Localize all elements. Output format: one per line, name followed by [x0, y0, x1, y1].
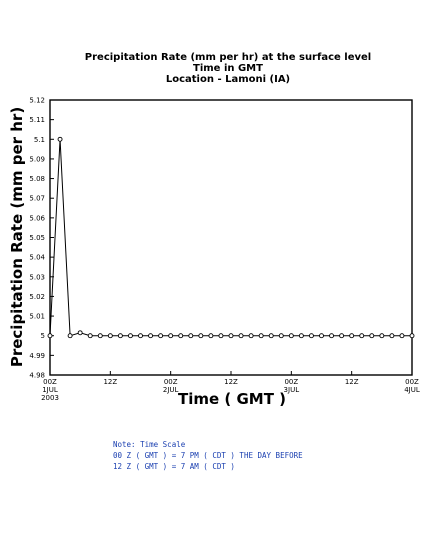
- data-point: [228, 333, 234, 339]
- data-point: [87, 333, 93, 339]
- y-tick-label: 5.07: [29, 195, 45, 203]
- x-tick-label: 00Z: [405, 378, 419, 386]
- y-tick-label: 5.04: [29, 254, 45, 262]
- data-point: [188, 333, 194, 339]
- x-tick-label: 00Z: [164, 378, 178, 386]
- x-tick-label: 12Z: [224, 378, 238, 386]
- x-tick-label: 00Z: [284, 378, 298, 386]
- note-line-2: 00 Z ( GMT ) = 7 PM ( CDT ) THE DAY BEFO…: [113, 451, 303, 460]
- data-point: [198, 333, 204, 339]
- data-point: [117, 333, 123, 339]
- data-point: [218, 333, 224, 339]
- data-point: [379, 333, 385, 339]
- x-tick-label: 12Z: [103, 378, 117, 386]
- data-point: [248, 333, 254, 339]
- x-tick-label: 00Z: [43, 378, 57, 386]
- chart-subtitle-location: Location - Lamoni (IA): [166, 74, 290, 85]
- series-line: [49, 139, 412, 337]
- data-point: [409, 333, 415, 339]
- data-point: [308, 333, 314, 339]
- x-tick-label: 12Z: [345, 378, 359, 386]
- data-point: [288, 333, 294, 339]
- data-point: [298, 333, 304, 339]
- data-point: [107, 333, 113, 339]
- data-point: [138, 333, 143, 339]
- y-tick-label: 5.06: [29, 214, 45, 222]
- data-point: [208, 333, 214, 339]
- x-tick-label: 2JUL: [163, 386, 179, 394]
- note-line-1: Note: Time Scale: [113, 440, 186, 449]
- y-tick-label: 5.09: [29, 155, 45, 163]
- y-tick-label: 5.11: [29, 116, 45, 124]
- y-tick-label: 5.03: [29, 273, 45, 281]
- x-axis-label: Time ( GMT ): [178, 390, 286, 408]
- y-tick-label: 4.99: [29, 352, 45, 360]
- y-tick-label: 5.05: [29, 234, 45, 242]
- chart-title: Precipitation Rate (mm per hr) at the su…: [85, 52, 371, 63]
- data-point: [148, 333, 154, 339]
- data-point: [349, 333, 355, 339]
- data-point: [399, 333, 405, 339]
- data-point: [319, 333, 324, 339]
- y-tick-label: 5.1: [34, 136, 45, 144]
- data-point: [278, 333, 284, 339]
- y-axis-label: Precipitation Rate (mm per hr): [8, 107, 26, 367]
- data-point: [178, 333, 184, 339]
- data-point: [158, 333, 164, 339]
- y-axis-ticks: 4.98 4.99 5 5.01 5.02 5.03 5.04 5.05 5.06 5.07 5.0…: [29, 97, 54, 380]
- data-point: [389, 333, 395, 339]
- data-point: [57, 136, 63, 142]
- y-tick-label: 4.98: [29, 372, 45, 380]
- x-tick-label: 2003: [41, 394, 59, 402]
- data-point: [67, 333, 73, 339]
- note-line-3: 12 Z ( GMT ) = 7 AM ( CDT ): [113, 462, 235, 471]
- data-point: [238, 333, 244, 339]
- data-point: [369, 333, 375, 339]
- data-point: [77, 330, 83, 336]
- data-point: [329, 333, 335, 339]
- x-tick-label: 4JUL: [404, 386, 420, 394]
- data-point: [127, 333, 133, 339]
- y-tick-label: 5: [41, 332, 45, 340]
- data-series: [47, 136, 415, 339]
- y-tick-label: 5.12: [29, 97, 45, 105]
- data-point: [359, 333, 365, 339]
- data-point: [258, 333, 264, 339]
- data-point: [47, 333, 53, 339]
- y-tick-label: 5.01: [29, 313, 45, 321]
- x-tick-label: 1JUL: [42, 386, 58, 394]
- y-tick-label: 5.02: [29, 293, 45, 301]
- y-tick-label: 5.08: [29, 175, 45, 183]
- x-tick-label: 3JUL: [284, 386, 300, 394]
- data-point: [339, 333, 345, 339]
- chart-subtitle-time: Time in GMT: [193, 63, 263, 74]
- data-point: [268, 333, 274, 339]
- data-point: [168, 333, 174, 339]
- data-point: [97, 333, 103, 339]
